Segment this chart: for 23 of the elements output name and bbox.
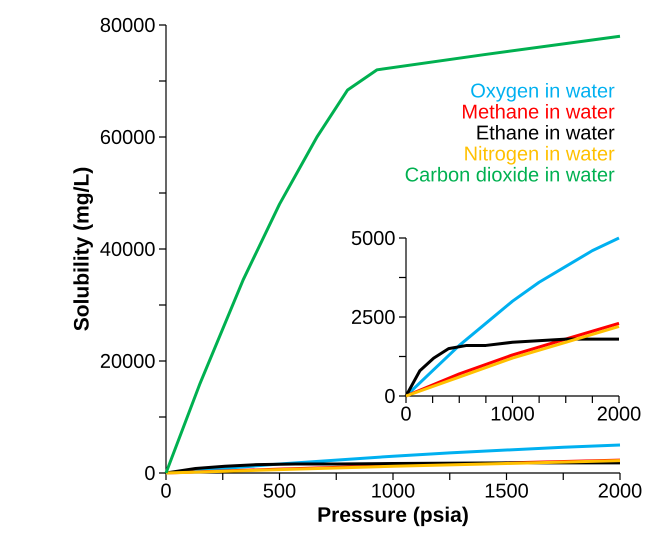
x-tick-label: 2000 bbox=[598, 484, 642, 498]
x-axis-title: Pressure (psia) bbox=[318, 506, 468, 526]
x-tick-label: 0 bbox=[161, 484, 171, 498]
x-tick-label: 500 bbox=[264, 484, 296, 498]
y-axis-title: Solubility (mg/L) bbox=[73, 168, 93, 331]
y-tick-label: 5000 bbox=[352, 230, 395, 246]
y-tick-label: 0 bbox=[385, 388, 395, 404]
y-tick-label: 20000 bbox=[100, 354, 155, 368]
text: Methane in water bbox=[463, 104, 614, 119]
x-tick-label: 1500 bbox=[486, 484, 528, 498]
y-tick-label: 80000 bbox=[100, 18, 155, 32]
y-tick-label: 2500 bbox=[352, 310, 395, 324]
text: Nitrogen in water bbox=[465, 146, 614, 165]
y-tick-label: 40000 bbox=[100, 242, 155, 256]
x-tick-label: 2000 bbox=[598, 406, 640, 421]
text: Carbon dioxide in water bbox=[406, 166, 614, 182]
y-tick-label: 0 bbox=[145, 466, 155, 480]
text: Oxygen in water bbox=[471, 82, 614, 102]
x-tick-label: 1000 bbox=[492, 406, 534, 421]
x-tick-label: 1000 bbox=[372, 484, 414, 498]
y-tick-label: 60000 bbox=[100, 130, 155, 144]
x-tick-label: 0 bbox=[401, 406, 411, 421]
text: Ethane in water bbox=[477, 124, 614, 140]
